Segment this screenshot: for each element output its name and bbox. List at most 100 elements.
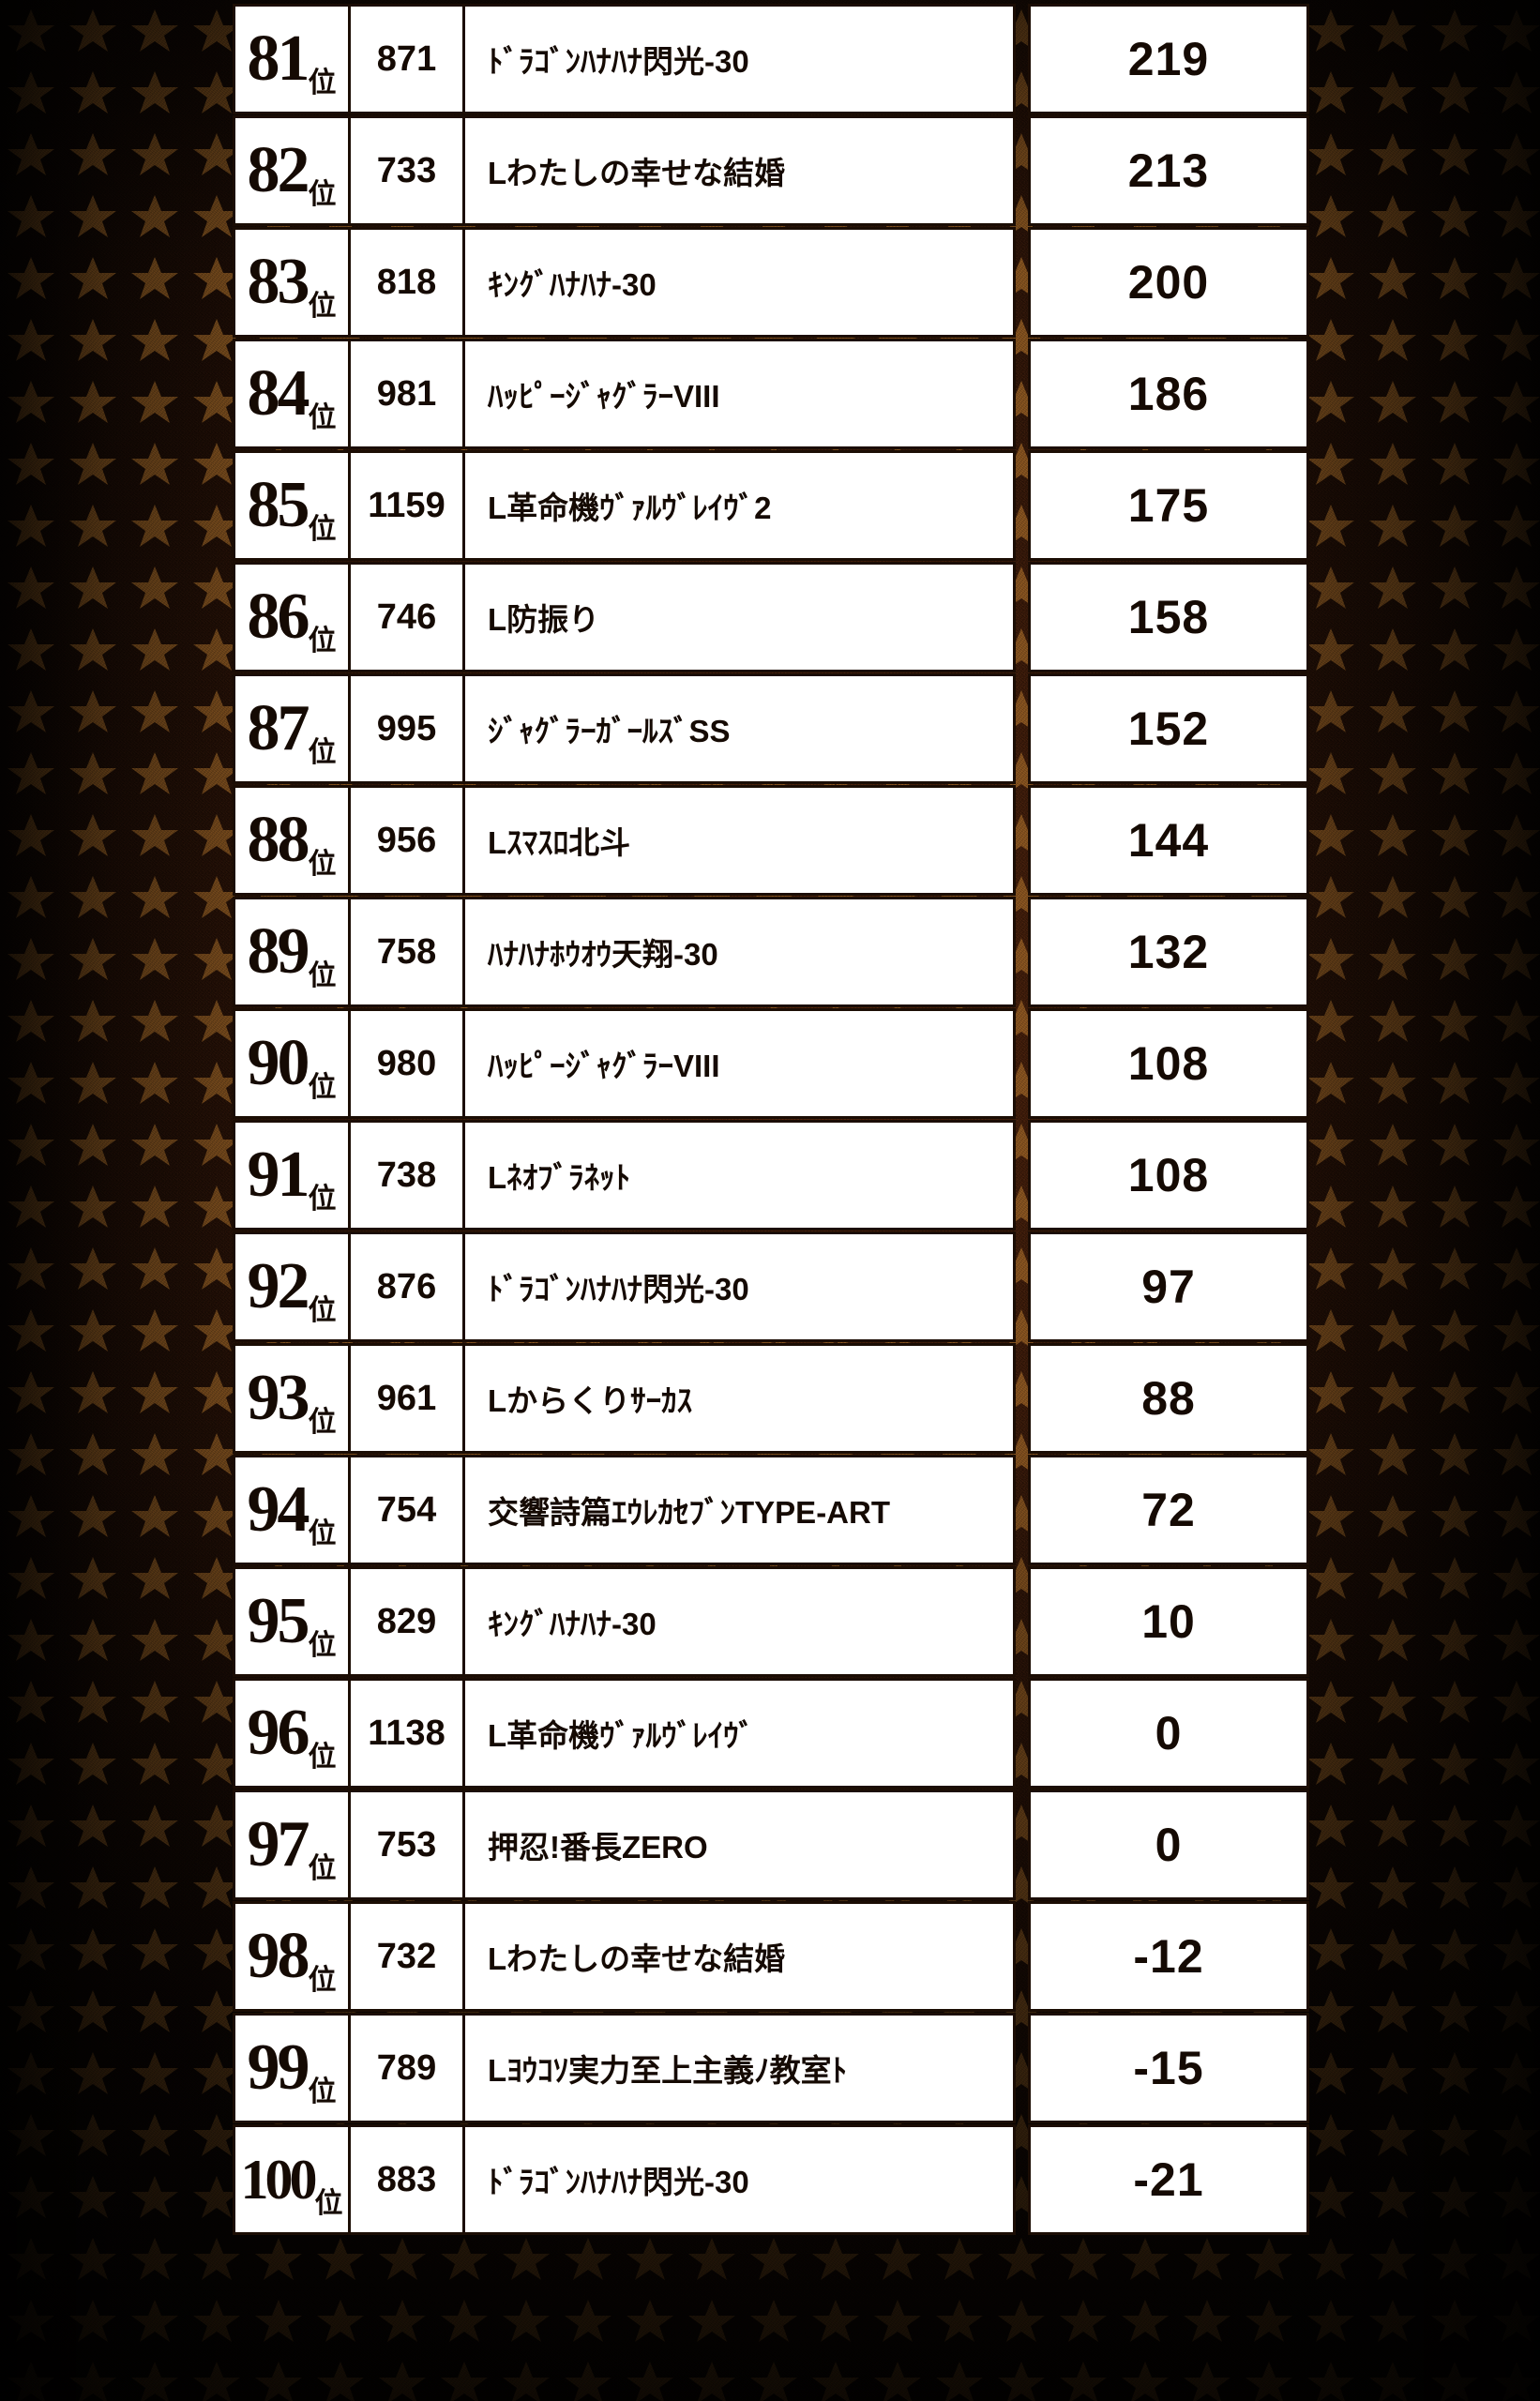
rank-suffix: 位 — [308, 1518, 337, 1549]
value-cell: 108 — [1028, 1008, 1309, 1119]
table-row[interactable]: 86 位 746 L防振り 158 — [233, 562, 1309, 672]
rank-cell: 86 位 — [233, 562, 351, 672]
machine-name-cell: L革命機ｳﾞｧﾙｳﾞﾚｲｳﾞ — [465, 1678, 1016, 1789]
machine-name-cell: ｷﾝｸﾞﾊﾅﾊﾅ-30 — [465, 1566, 1016, 1677]
table-row[interactable]: 84 位 981 ﾊｯﾋﾟｰｼﾞｬｸﾞﾗｰVIII 186 — [233, 339, 1309, 449]
rank-number: 92 — [247, 1250, 310, 1323]
value-cell: 132 — [1028, 897, 1309, 1007]
rank-number: 100 — [240, 2148, 318, 2211]
table-row[interactable]: 95 位 829 ｷﾝｸﾞﾊﾅﾊﾅ-30 10 — [233, 1566, 1309, 1677]
column-divider — [1016, 562, 1028, 672]
value-cell: 0 — [1028, 1789, 1309, 1900]
rank-cell: 90 位 — [233, 1008, 351, 1119]
value-cell: -15 — [1028, 2013, 1309, 2123]
value-cell: 0 — [1028, 1678, 1309, 1789]
rank-suffix: 位 — [308, 737, 337, 768]
rank-number: 89 — [247, 915, 310, 989]
rank-cell: 95 位 — [233, 1566, 351, 1677]
machine-number-cell: 746 — [351, 562, 465, 672]
machine-name-cell: Lﾖｳｺｿ実力至上主義ﾉ教室ﾄ — [465, 2013, 1016, 2123]
machine-number-cell: 883 — [351, 2124, 465, 2235]
column-divider — [1016, 339, 1028, 449]
column-divider — [1016, 4, 1028, 114]
machine-number-cell: 738 — [351, 1120, 465, 1231]
machine-name-cell: Lわたしの幸せな結婚 — [465, 1901, 1016, 2012]
column-divider — [1016, 450, 1028, 561]
table-row[interactable]: 92 位 876 ﾄﾞﾗｺﾞﾝﾊﾅﾊﾅ閃光-30 97 — [233, 1231, 1309, 1342]
rank-number: 95 — [247, 1585, 310, 1658]
rank-number: 86 — [247, 581, 310, 654]
value-cell: 152 — [1028, 673, 1309, 784]
rank-cell: 98 位 — [233, 1901, 351, 2012]
table-row[interactable]: 87 位 995 ｼﾞｬｸﾞﾗｰｶﾞｰﾙｽﾞSS 152 — [233, 673, 1309, 784]
machine-name-cell: Lからくりｻｰｶｽ — [465, 1343, 1016, 1454]
rank-number: 93 — [247, 1362, 310, 1435]
value-cell: 158 — [1028, 562, 1309, 672]
table-row[interactable]: 89 位 758 ﾊﾅﾊﾅﾎｳｵｳ天翔-30 132 — [233, 897, 1309, 1007]
value-cell: 213 — [1028, 115, 1309, 226]
machine-name-cell: L革命機ｳﾞｧﾙｳﾞﾚｲｳﾞ2 — [465, 450, 1016, 561]
table-row[interactable]: 88 位 956 Lｽﾏｽﾛ北斗 144 — [233, 785, 1309, 896]
rank-number: 84 — [247, 357, 310, 430]
column-divider — [1016, 1120, 1028, 1231]
rank-suffix: 位 — [308, 68, 337, 98]
table-row[interactable]: 97 位 753 押忍!番長ZERO 0 — [233, 1789, 1309, 1900]
machine-number-cell: 981 — [351, 339, 465, 449]
table-row[interactable]: 98 位 732 Lわたしの幸せな結婚 -12 — [233, 1901, 1309, 2012]
rank-cell: 87 位 — [233, 673, 351, 784]
table-row[interactable]: 81 位 871 ﾄﾞﾗｺﾞﾝﾊﾅﾊﾅ閃光-30 219 — [233, 4, 1309, 114]
rank-suffix: 位 — [308, 179, 337, 210]
machine-name-cell: ﾄﾞﾗｺﾞﾝﾊﾅﾊﾅ閃光-30 — [465, 4, 1016, 114]
rank-suffix: 位 — [308, 1965, 337, 1996]
table-row[interactable]: 90 位 980 ﾊｯﾋﾟｰｼﾞｬｸﾞﾗｰVIII 108 — [233, 1008, 1309, 1119]
table-row[interactable]: 94 位 754 交響詩篇ｴｳﾚｶｾﾌﾞﾝTYPE-ART 72 — [233, 1455, 1309, 1565]
rank-cell: 99 位 — [233, 2013, 351, 2123]
value-cell: 144 — [1028, 785, 1309, 896]
value-cell: 88 — [1028, 1343, 1309, 1454]
column-divider — [1016, 1008, 1028, 1119]
machine-number-cell: 980 — [351, 1008, 465, 1119]
rank-cell: 82 位 — [233, 115, 351, 226]
table-row[interactable]: 93 位 961 Lからくりｻｰｶｽ 88 — [233, 1343, 1309, 1454]
table-row[interactable]: 91 位 738 Lﾈｵﾌﾞﾗﾈｯﾄ 108 — [233, 1120, 1309, 1231]
machine-number-cell: 1159 — [351, 450, 465, 561]
value-cell: 200 — [1028, 227, 1309, 338]
rank-suffix: 位 — [308, 849, 337, 880]
column-divider — [1016, 2124, 1028, 2235]
machine-number-cell: 758 — [351, 897, 465, 1007]
machine-number-cell: 876 — [351, 1231, 465, 1342]
rank-suffix: 位 — [308, 1295, 337, 1326]
value-cell: 108 — [1028, 1120, 1309, 1231]
machine-name-cell: Lわたしの幸せな結婚 — [465, 115, 1016, 226]
machine-number-cell: 818 — [351, 227, 465, 338]
value-cell: -21 — [1028, 2124, 1309, 2235]
column-divider — [1016, 1455, 1028, 1565]
table-row[interactable]: 82 位 733 Lわたしの幸せな結婚 213 — [233, 115, 1309, 226]
table-row[interactable]: 85 位 1159 L革命機ｳﾞｧﾙｳﾞﾚｲｳﾞ2 175 — [233, 450, 1309, 561]
table-row[interactable]: 100 位 883 ﾄﾞﾗｺﾞﾝﾊﾅﾊﾅ閃光-30 -21 — [233, 2124, 1309, 2235]
machine-number-cell: 961 — [351, 1343, 465, 1454]
machine-name-cell: Lﾈｵﾌﾞﾗﾈｯﾄ — [465, 1120, 1016, 1231]
table-row[interactable]: 96 位 1138 L革命機ｳﾞｧﾙｳﾞﾚｲｳﾞ 0 — [233, 1678, 1309, 1789]
rank-number: 90 — [247, 1027, 310, 1100]
machine-number-cell: 995 — [351, 673, 465, 784]
rank-suffix: 位 — [308, 1184, 337, 1215]
rank-suffix: 位 — [308, 2076, 337, 2107]
rank-number: 97 — [247, 1808, 310, 1881]
rank-number: 83 — [247, 246, 310, 319]
rank-suffix: 位 — [308, 1630, 337, 1661]
value-cell: 175 — [1028, 450, 1309, 561]
machine-number-cell: 871 — [351, 4, 465, 114]
column-divider — [1016, 1231, 1028, 1342]
machine-number-cell: 733 — [351, 115, 465, 226]
table-row[interactable]: 83 位 818 ｷﾝｸﾞﾊﾅﾊﾅ-30 200 — [233, 227, 1309, 338]
table-row[interactable]: 99 位 789 Lﾖｳｺｿ実力至上主義ﾉ教室ﾄ -15 — [233, 2013, 1309, 2123]
rank-number: 91 — [247, 1139, 310, 1212]
rank-cell: 88 位 — [233, 785, 351, 896]
rank-number: 99 — [247, 2031, 310, 2105]
machine-name-cell: ｼﾞｬｸﾞﾗｰｶﾞｰﾙｽﾞSS — [465, 673, 1016, 784]
rank-suffix: 位 — [308, 626, 337, 657]
machine-name-cell: ﾄﾞﾗｺﾞﾝﾊﾅﾊﾅ閃光-30 — [465, 1231, 1016, 1342]
column-divider — [1016, 1789, 1028, 1900]
machine-name-cell: Lｽﾏｽﾛ北斗 — [465, 785, 1016, 896]
